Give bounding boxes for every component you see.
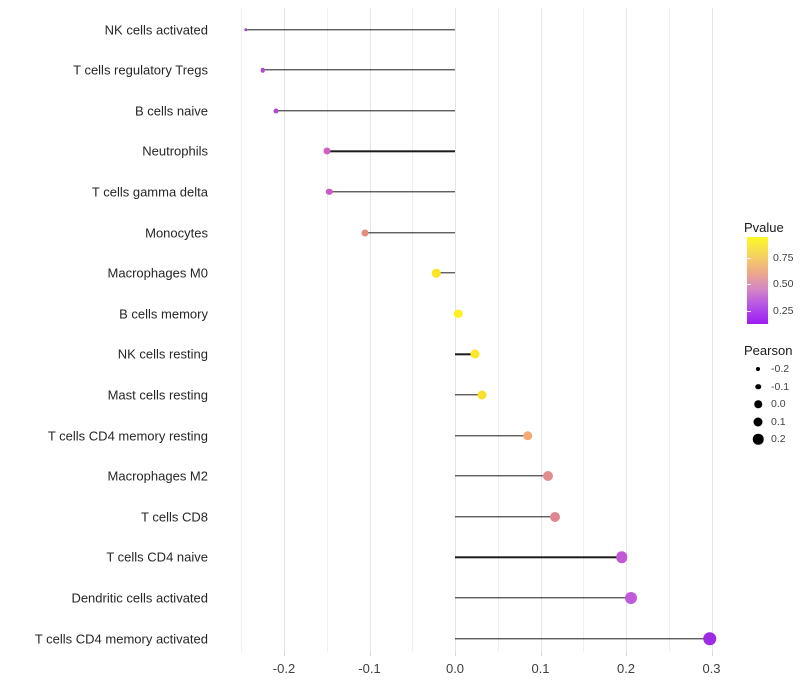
lollipop-dot — [550, 511, 560, 522]
category-label: T cells CD4 memory resting — [47, 428, 208, 443]
x-axis-tick — [369, 652, 371, 656]
lollipop-dot — [615, 551, 628, 564]
pearson-legend-label: 0.2 — [771, 433, 786, 445]
lollipop-stem — [455, 434, 528, 437]
x-tick-label: 0.0 — [445, 661, 465, 676]
lollipop-stem — [262, 69, 456, 71]
lollipop-dot — [703, 631, 717, 646]
category-label: T cells CD8 — [141, 509, 208, 525]
lollipop-dot — [326, 188, 333, 196]
category-label: T cells CD4 naive — [106, 549, 208, 565]
pearson-legend-title: Pearson — [744, 343, 793, 358]
x-axis-tick — [540, 652, 542, 656]
pearson-legend-label: -0.1 — [771, 380, 790, 393]
lollipop-stem — [436, 272, 455, 274]
major-gridline — [455, 8, 456, 652]
x-axis-tick — [626, 652, 627, 656]
lollipop-dot — [470, 349, 480, 359]
lollipop-dot — [273, 108, 278, 114]
lollipop-dot — [243, 27, 248, 32]
x-axis-tick — [455, 652, 456, 656]
minor-gridline — [412, 8, 414, 652]
category-label: B cells naive — [135, 103, 208, 119]
x-tick-label: -0.1 — [358, 661, 381, 676]
x-axis-tick — [711, 652, 713, 656]
pvalue-legend-label: 0.75 — [773, 252, 794, 264]
category-label: T cells regulatory Tregs — [73, 62, 208, 78]
lollipop-stem — [329, 191, 455, 193]
pearson-legend-dot — [755, 383, 761, 390]
pearson-legend-label: 0.0 — [771, 398, 786, 410]
lollipop-stem — [455, 515, 555, 518]
category-label: Macrophages M0 — [107, 265, 208, 281]
lollipop-dot — [454, 309, 463, 318]
major-gridline — [626, 8, 627, 652]
lollipop-stem — [455, 475, 549, 477]
category-label: Macrophages M2 — [107, 468, 208, 484]
pvalue-legend-label: 0.25 — [773, 304, 794, 317]
category-label: T cells CD4 memory activated — [34, 631, 208, 646]
minor-gridline — [241, 8, 243, 652]
minor-gridline — [583, 8, 585, 652]
x-tick-label: 0.2 — [616, 661, 636, 676]
lollipop-stem — [455, 637, 710, 640]
lollipop-stem — [245, 28, 456, 31]
category-label: Dendritic cells activated — [71, 590, 208, 606]
pvalue-legend-title: Pvalue — [744, 220, 784, 235]
pearson-legend-dot — [756, 367, 760, 371]
pvalue-legend-label: 0.50 — [773, 278, 794, 291]
lollipop-stem — [455, 353, 475, 355]
lollipop-dot — [477, 390, 486, 400]
minor-gridline — [497, 8, 499, 652]
pearson-legend-dot — [754, 400, 762, 408]
pearson-legend-dot — [752, 433, 764, 445]
pvalue-bar-tick — [747, 310, 751, 312]
lollipop-dot — [260, 67, 265, 73]
category-label: Monocytes — [145, 225, 208, 240]
pearson-legend-dot — [753, 417, 763, 426]
pvalue-bar-tick — [747, 258, 751, 259]
x-tick-label: -0.2 — [272, 661, 296, 676]
lollipop-stem — [326, 150, 456, 152]
x-tick-label: 0.1 — [531, 661, 550, 676]
lollipop-dot — [323, 147, 331, 155]
major-gridline — [369, 8, 371, 652]
lollipop-dot — [361, 229, 369, 236]
x-axis-tick — [284, 652, 285, 656]
lollipop-dot — [625, 591, 638, 604]
lollipop-stem — [365, 231, 456, 234]
pearson-legend-label: 0.1 — [771, 415, 786, 428]
pearson-legend-label: -0.2 — [771, 363, 790, 375]
category-label: T cells gamma delta — [91, 184, 208, 200]
x-tick-label: 0.3 — [702, 661, 721, 676]
minor-gridline — [668, 8, 670, 652]
major-gridline — [284, 8, 285, 652]
lollipop-stem — [275, 109, 455, 112]
category-label: B cells memory — [119, 306, 208, 322]
lollipop-stem — [455, 556, 622, 558]
category-label: NK cells activated — [104, 22, 208, 37]
lollipop-dot — [543, 471, 554, 482]
category-label: NK cells resting — [117, 346, 208, 362]
pvalue-gradient-bar — [747, 237, 768, 324]
lollipop-stem — [455, 394, 482, 396]
pvalue-bar-tick — [747, 284, 751, 286]
lollipop-stem — [455, 597, 632, 599]
lollipop-dot — [522, 430, 533, 441]
lollipop-dot — [431, 268, 441, 278]
minor-gridline — [326, 8, 328, 652]
category-label: Neutrophils — [142, 143, 208, 159]
category-label: Mast cells resting — [107, 387, 208, 403]
major-gridline — [540, 8, 542, 652]
major-gridline — [711, 8, 713, 652]
